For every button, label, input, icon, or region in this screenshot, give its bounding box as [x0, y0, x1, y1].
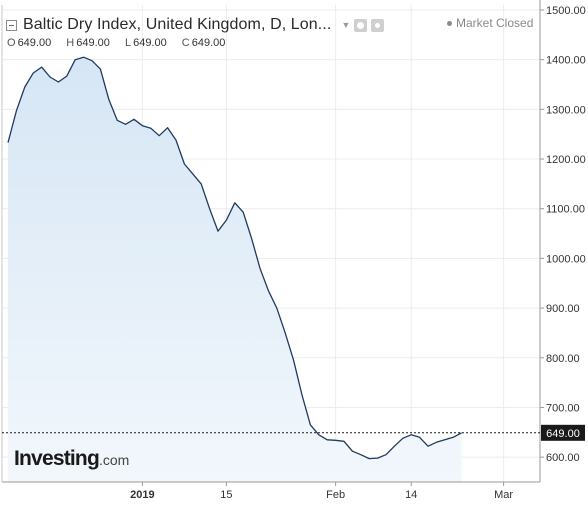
y-tick-label: 700.00: [546, 402, 580, 414]
x-tick-label: Mar: [494, 489, 513, 501]
series-line: [7, 56, 462, 460]
x-tick-label: 14: [405, 489, 417, 501]
last-price-label: 649.00: [546, 428, 580, 440]
x-tick-label: 15: [220, 489, 232, 501]
y-tick-label: 1400.00: [546, 55, 586, 67]
chart-header: Baltic Dry Index, United Kingdom, D, Lon…: [6, 14, 385, 36]
ohlc-readout: O 649.00 H 649.00 L 649.00 C 649.00: [7, 37, 237, 49]
gear-icon[interactable]: [371, 18, 385, 32]
y-tick-label: 600.00: [546, 452, 580, 464]
y-tick-label: 800.00: [546, 353, 580, 365]
area-fill: [8, 57, 462, 482]
logo-brand: Investing: [14, 447, 100, 470]
logo-suffix: .com: [98, 452, 130, 468]
x-tick-label: 2019: [130, 489, 154, 501]
status-dot-icon: [447, 20, 452, 26]
investing-logo: Investing .com: [14, 447, 129, 471]
market-status: Market Closed: [447, 16, 533, 30]
dropdown-arrow-icon[interactable]: ▼: [341, 20, 351, 30]
chart-title: Baltic Dry Index, United Kingdom, D, Lon…: [23, 16, 332, 33]
x-tick-label: Feb: [326, 489, 345, 501]
ohlc-low: L 649.00: [124, 37, 167, 49]
y-tick-label: 1000.00: [546, 253, 586, 265]
y-tick-label: 1500.00: [546, 5, 586, 17]
y-tick-label: 900.00: [546, 303, 580, 315]
collapse-icon[interactable]: [6, 19, 17, 31]
ohlc-open: O 649.00: [7, 37, 52, 49]
ohlc-high: H 649.00: [66, 37, 110, 49]
eye-icon[interactable]: [354, 18, 368, 32]
y-tick-label: 1100.00: [546, 204, 585, 216]
last-price-badge: [541, 424, 585, 441]
market-status-label: Market Closed: [456, 16, 534, 30]
y-tick-label: 1200.00: [546, 154, 586, 166]
y-tick-label: 1300.00: [546, 104, 586, 116]
ohlc-close: C 649.00: [181, 37, 226, 49]
